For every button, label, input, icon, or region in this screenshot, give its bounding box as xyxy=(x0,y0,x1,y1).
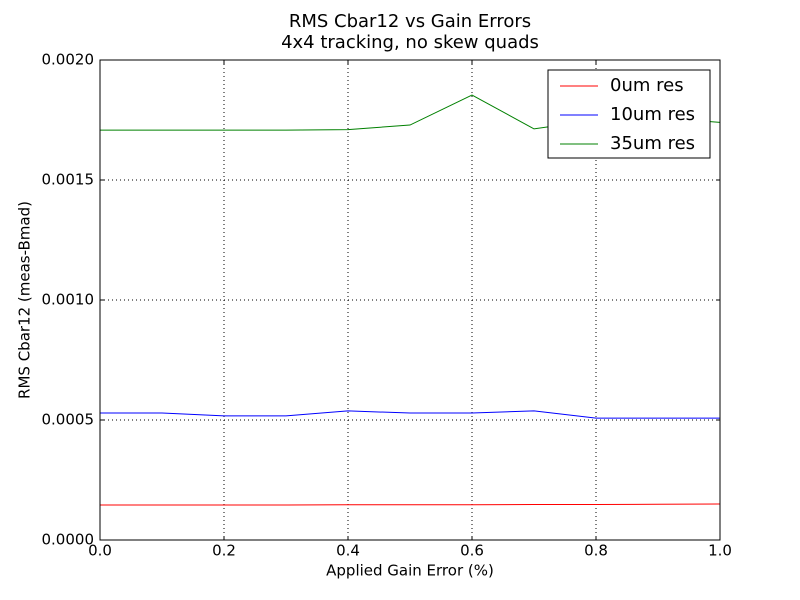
x-tick-label: 0.6 xyxy=(460,542,484,560)
y-tick-label: 0.0010 xyxy=(42,291,95,309)
series-line xyxy=(100,503,720,506)
chart-title: RMS Cbar12 vs Gain Errors xyxy=(289,11,531,32)
plot-frame xyxy=(99,59,721,541)
chart-subtitle: 4x4 tracking, no skew quads xyxy=(281,32,539,53)
x-tick-label: 0.4 xyxy=(336,542,360,560)
x-tick-label: 0.0 xyxy=(88,542,112,560)
y-tick-label: 0.0005 xyxy=(42,411,95,429)
legend-text: 0um res xyxy=(610,75,684,96)
x-axis-label: Applied Gain Error (%) xyxy=(326,562,494,580)
x-tick-label: 1.0 xyxy=(708,542,732,560)
legend-box xyxy=(547,69,711,159)
y-tick-label: 0.0020 xyxy=(42,51,95,69)
series-line xyxy=(100,410,720,419)
legend-text: 35um res xyxy=(610,133,695,154)
x-tick-label: 0.2 xyxy=(212,542,236,560)
y-tick-label: 0.0000 xyxy=(42,531,95,549)
x-tick-label: 0.8 xyxy=(584,542,608,560)
y-axis-label: RMS Cbar12 (meas-Bmad) xyxy=(16,201,34,399)
legend-text: 10um res xyxy=(610,104,695,125)
y-tick-label: 0.0015 xyxy=(42,171,95,189)
